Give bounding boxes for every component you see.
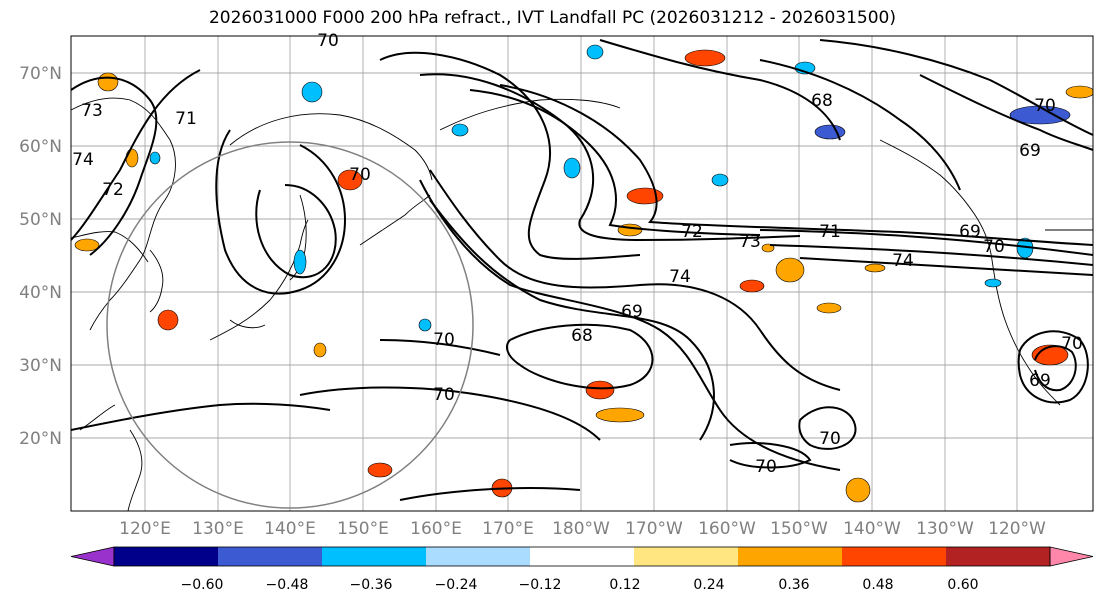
colorbar-tick-label: 0.24 xyxy=(693,577,724,593)
contour-label-group: 70 73 71 74 72 68 69 70 72 73 71 69 70 7… xyxy=(72,31,1083,477)
contour-label: 70 xyxy=(317,31,339,51)
lon-label: 140°W xyxy=(843,519,901,539)
map-background xyxy=(71,36,1093,511)
ivt-shading xyxy=(74,44,1093,503)
colorbar-tick-label: 0.36 xyxy=(778,577,809,593)
contour-label: 74 xyxy=(669,267,691,287)
colorbar: −0.60 −0.48 −0.36 −0.24 −0.12 0.12 0.24 … xyxy=(70,546,1094,593)
contour-label: 74 xyxy=(72,150,94,170)
lon-label: 170°W xyxy=(625,519,683,539)
graticule xyxy=(71,36,1093,511)
contour-label: 72 xyxy=(102,180,124,200)
lon-label: 140°E xyxy=(264,519,316,539)
colorbar-tick-label: −0.36 xyxy=(350,577,393,593)
contour-label: 70 xyxy=(1061,334,1083,354)
lat-label: 20°N xyxy=(19,429,62,449)
colorbar-tick-label: −0.60 xyxy=(181,577,224,593)
map-title: 2026031000 F000 200 hPa refract., IVT La… xyxy=(208,8,896,28)
colorbar-segment xyxy=(946,547,1051,566)
lat-label: 70°N xyxy=(19,64,62,84)
colorbar-tick-label: 0.48 xyxy=(862,577,893,593)
coastlines xyxy=(71,97,1093,511)
contour-label: 72 xyxy=(681,222,703,242)
map-frame xyxy=(70,35,1094,512)
lon-label: 160°W xyxy=(698,519,756,539)
contour-label: 73 xyxy=(81,101,103,121)
colorbar-extend-high xyxy=(1049,546,1094,567)
contour-label: 69 xyxy=(1029,371,1051,391)
colorbar-segment xyxy=(322,547,427,566)
contour-label: 70 xyxy=(755,457,777,477)
colorbar-tick-labels: −0.60 −0.48 −0.36 −0.24 −0.12 0.12 0.24 … xyxy=(181,577,979,593)
lon-label: 160°E xyxy=(410,519,462,539)
colorbar-tick-label: 0.60 xyxy=(947,577,978,593)
lon-label: 130°W xyxy=(916,519,974,539)
contour-label: 74 xyxy=(892,251,914,271)
longitude-labels: 120°E 130°E 140°E 150°E 160°E 170°E 180°… xyxy=(119,519,1046,539)
contour-label: 70 xyxy=(819,429,841,449)
lon-label: 170°E xyxy=(482,519,534,539)
colorbar-tick-label: 0.12 xyxy=(609,577,640,593)
contour-label: 71 xyxy=(175,109,197,129)
lon-label: 150°E xyxy=(337,519,389,539)
lat-label: 40°N xyxy=(19,283,62,303)
colorbar-segment xyxy=(842,547,947,566)
colorbar-segment xyxy=(114,547,219,566)
lon-label: 120°E xyxy=(119,519,171,539)
contour-label: 68 xyxy=(571,326,593,346)
colorbar-segment xyxy=(218,547,323,566)
colorbar-frame xyxy=(113,546,1051,567)
contour-label: 70 xyxy=(983,237,1005,257)
contour-label: 70 xyxy=(433,330,455,350)
colorbar-tick-label: −0.48 xyxy=(266,577,309,593)
lon-label: 130°E xyxy=(192,519,244,539)
colorbar-tick-label: −0.12 xyxy=(519,577,562,593)
contour-label: 68 xyxy=(811,91,833,111)
contour-label: 70 xyxy=(349,165,371,185)
search-radius-circle xyxy=(106,141,474,509)
lon-label: 150°W xyxy=(770,519,828,539)
lat-label: 60°N xyxy=(19,137,62,157)
colorbar-segment xyxy=(530,547,635,566)
lon-label: 180°W xyxy=(552,519,610,539)
colorbar-extend-low xyxy=(70,546,115,567)
contour-label: 70 xyxy=(433,385,455,405)
refractivity-contours xyxy=(71,39,1093,501)
colorbar-segment xyxy=(738,547,843,566)
contour-label: 69 xyxy=(1019,141,1041,161)
lat-label: 30°N xyxy=(19,356,62,376)
colorbar-segment xyxy=(634,547,739,566)
colorbar-tick-label: −0.24 xyxy=(435,577,478,593)
colorbar-segment xyxy=(426,547,531,566)
lon-label: 120°W xyxy=(988,519,1046,539)
contour-label: 70 xyxy=(1034,96,1056,116)
lat-label: 50°N xyxy=(19,210,62,230)
latitude-labels: 70°N 60°N 50°N 40°N 30°N 20°N xyxy=(19,64,62,449)
contour-label: 73 xyxy=(739,232,761,252)
colorbar-segments xyxy=(70,546,1094,567)
contour-label: 69 xyxy=(959,222,981,242)
contour-label: 71 xyxy=(819,222,841,242)
contour-label: 69 xyxy=(621,302,643,322)
